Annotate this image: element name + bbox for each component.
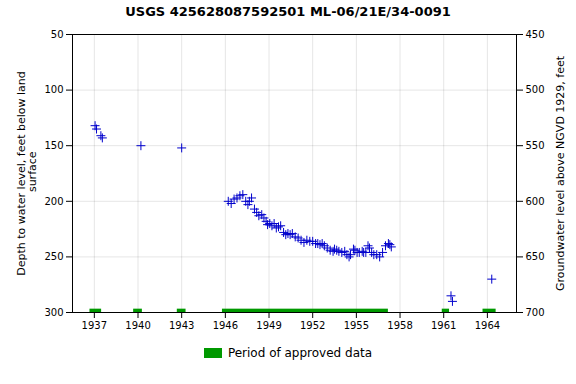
svg-text:300: 300 — [44, 307, 63, 318]
svg-text:1952: 1952 — [300, 320, 325, 331]
svg-text:1958: 1958 — [387, 320, 412, 331]
svg-text:550: 550 — [526, 140, 545, 151]
svg-text:100: 100 — [44, 84, 63, 95]
svg-text:1943: 1943 — [169, 320, 194, 331]
svg-text:1961: 1961 — [431, 320, 456, 331]
svg-text:150: 150 — [44, 140, 63, 151]
svg-text:600: 600 — [526, 196, 545, 207]
svg-text:500: 500 — [526, 84, 545, 95]
svg-text:1955: 1955 — [344, 320, 369, 331]
svg-text:1949: 1949 — [256, 320, 281, 331]
svg-text:50: 50 — [51, 29, 64, 40]
svg-text:450: 450 — [526, 29, 545, 40]
svg-text:200: 200 — [44, 196, 63, 207]
svg-text:Groundwater level above NGVD 1: Groundwater level above NGVD 1929, feet — [554, 55, 567, 291]
html-text:Period of approved data: Period of approved data — [227, 346, 373, 360]
svg-text:650: 650 — [526, 251, 545, 262]
svg-text:1937: 1937 — [82, 320, 107, 331]
svg-text:1940: 1940 — [125, 320, 150, 331]
svg-text:700: 700 — [526, 307, 545, 318]
svg-text:Depth to water level, feet bel: Depth to water level, feet below land su… — [15, 71, 39, 276]
svg-text:1946: 1946 — [213, 320, 238, 331]
html-text:USGS 425628087592501 ML-06/21E: USGS 425628087592501 ML-06/21E/34-0091 — [125, 4, 451, 19]
svg-text:250: 250 — [44, 251, 63, 262]
svg-text:1964: 1964 — [475, 320, 500, 331]
